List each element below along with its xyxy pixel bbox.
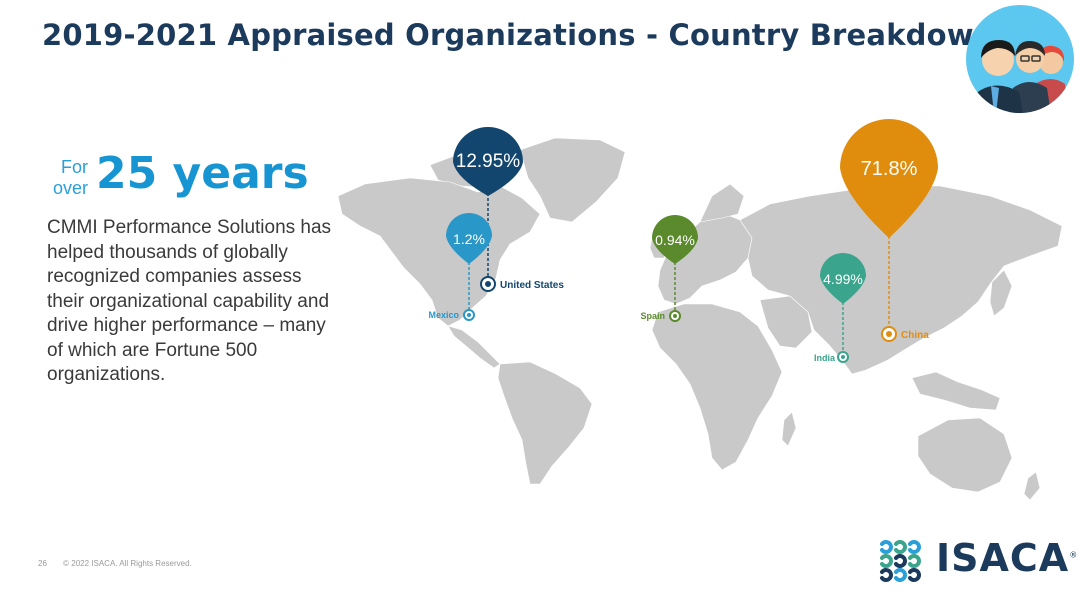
intro-paragraph: CMMI Performance Solutions has helped th… — [47, 217, 332, 385]
united-states-percent: 12.95% — [456, 151, 521, 172]
page-number: 26 — [38, 559, 47, 568]
footer: 26 © 2022 ISACA. All Rights Reserved. — [38, 559, 192, 568]
page-title: 2019-2021 Appraised Organizations - Coun… — [42, 18, 995, 52]
marker-united-states[interactable]: 12.95% United States — [453, 127, 564, 292]
united-states-label: United States — [500, 280, 564, 291]
central-america-shape — [447, 325, 501, 369]
japan-shape — [989, 269, 1013, 317]
isaca-wordmark: ISACA® — [936, 536, 1079, 580]
marker-mexico[interactable]: 1.2% Mexico — [428, 213, 492, 321]
scandinavia-shape — [699, 183, 745, 223]
south-america-shape — [497, 361, 593, 485]
china-label: China — [901, 330, 929, 341]
for-over-label: For over — [52, 157, 88, 198]
marker-spain[interactable]: 0.94% Spain — [640, 215, 698, 322]
china-percent: 71.8% — [861, 158, 918, 180]
spain-label: Spain — [640, 311, 665, 321]
isaca-mark-icon — [880, 540, 921, 582]
mexico-percent: 1.2% — [453, 231, 485, 247]
copyright: © 2022 ISACA. All Rights Reserved. — [63, 559, 192, 568]
isaca-logo: ISACA® — [876, 534, 1077, 586]
madagascar-shape — [781, 411, 797, 447]
marker-india[interactable]: 4.99% India — [814, 253, 866, 363]
years-highlight: 25 years — [96, 148, 309, 199]
australia-shape — [917, 417, 1013, 493]
new-zealand-shape — [1023, 471, 1041, 501]
africa-shape — [651, 303, 783, 471]
india-percent: 4.99% — [823, 271, 863, 287]
marker-china[interactable]: 71.8% China — [840, 119, 938, 342]
india-label: India — [814, 353, 836, 363]
se-asia-islands-shape — [911, 371, 1001, 411]
people-avatar-icon — [966, 5, 1074, 113]
greenland-shape — [519, 137, 626, 223]
north-america-shape — [337, 177, 541, 327]
mexico-label: Mexico — [428, 310, 459, 320]
asia-shape — [739, 185, 1063, 375]
spain-percent: 0.94% — [655, 232, 695, 248]
